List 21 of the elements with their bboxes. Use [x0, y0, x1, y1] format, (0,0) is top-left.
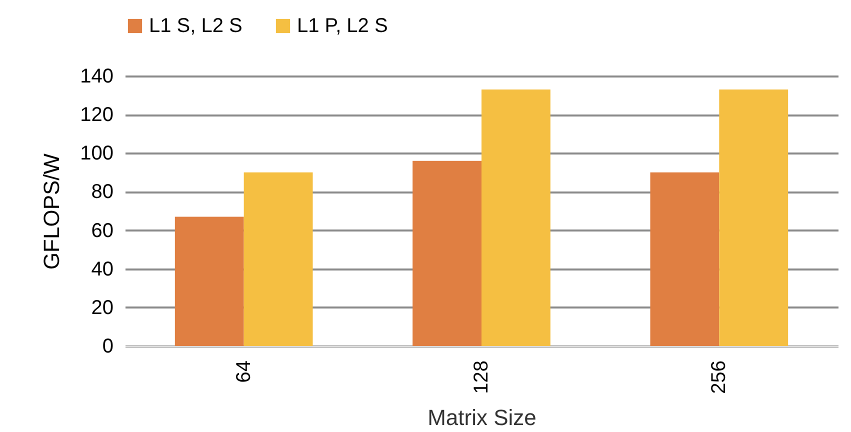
- bar: [719, 90, 788, 346]
- x-axis-title: Matrix Size: [428, 404, 536, 430]
- y-tick-label: 140: [80, 66, 114, 88]
- legend-label: L1 S, L2 S: [149, 15, 242, 37]
- bar: [244, 172, 313, 346]
- y-tick-label: 80: [91, 181, 114, 204]
- bar: [482, 90, 550, 346]
- y-tick-label: 0: [102, 336, 114, 358]
- x-tick-label: 64: [232, 360, 255, 383]
- y-tick-label: 40: [91, 258, 114, 280]
- x-tick-label: 128: [470, 360, 492, 394]
- y-tick-label: 100: [80, 142, 114, 165]
- x-tick-label: 256: [708, 360, 730, 394]
- y-tick-label: 20: [91, 296, 114, 319]
- bar: [650, 172, 720, 346]
- legend-label: L1 P, L2 S: [297, 15, 388, 37]
- bar: [174, 216, 244, 346]
- y-axis-title: GFLOPS/W: [39, 153, 64, 270]
- y-tick-label: 60: [91, 220, 114, 242]
- y-tick-label: 120: [80, 104, 114, 126]
- bar: [412, 160, 482, 346]
